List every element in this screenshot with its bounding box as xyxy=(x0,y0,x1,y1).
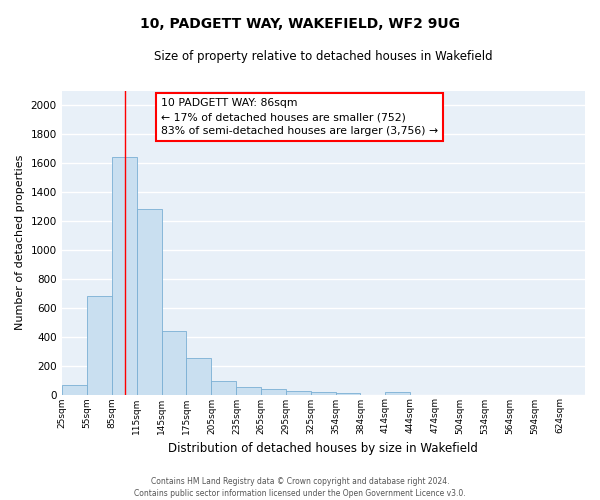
Bar xyxy=(262,390,286,394)
Bar xyxy=(236,388,262,394)
X-axis label: Distribution of detached houses by size in Wakefield: Distribution of detached houses by size … xyxy=(169,442,478,455)
Bar xyxy=(161,331,187,394)
Text: 10, PADGETT WAY, WAKEFIELD, WF2 9UG: 10, PADGETT WAY, WAKEFIELD, WF2 9UG xyxy=(140,18,460,32)
Bar xyxy=(137,209,161,394)
Bar xyxy=(62,385,86,394)
Bar xyxy=(86,296,112,394)
Bar xyxy=(286,391,311,394)
Bar xyxy=(385,392,410,394)
Text: 10 PADGETT WAY: 86sqm
← 17% of detached houses are smaller (752)
83% of semi-det: 10 PADGETT WAY: 86sqm ← 17% of detached … xyxy=(161,98,438,136)
Bar xyxy=(311,392,336,394)
Bar xyxy=(112,157,137,394)
Y-axis label: Number of detached properties: Number of detached properties xyxy=(15,155,25,330)
Bar xyxy=(187,358,211,395)
Bar xyxy=(211,382,236,394)
Bar xyxy=(336,393,361,394)
Title: Size of property relative to detached houses in Wakefield: Size of property relative to detached ho… xyxy=(154,50,493,63)
Text: Contains HM Land Registry data © Crown copyright and database right 2024.
Contai: Contains HM Land Registry data © Crown c… xyxy=(134,476,466,498)
